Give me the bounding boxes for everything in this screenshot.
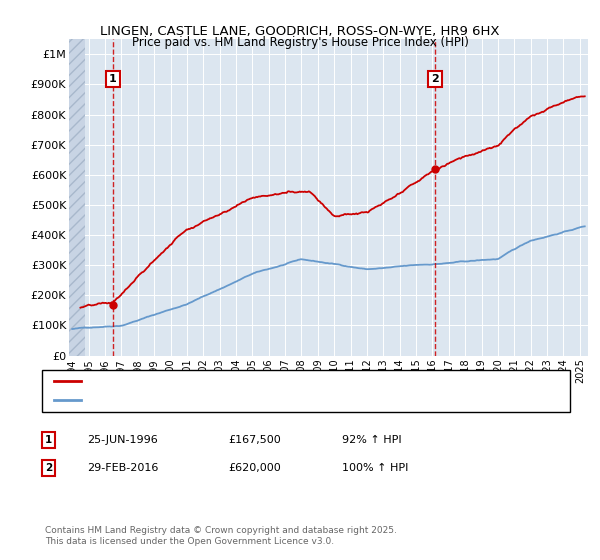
Text: LINGEN, CASTLE LANE, GOODRICH, ROSS-ON-WYE, HR9 6HX (detached house): LINGEN, CASTLE LANE, GOODRICH, ROSS-ON-W… [87, 376, 497, 386]
Text: 1: 1 [45, 435, 52, 445]
Text: £620,000: £620,000 [228, 463, 281, 473]
Text: HPI: Average price, detached house, Herefordshire: HPI: Average price, detached house, Here… [87, 395, 351, 405]
Text: Contains HM Land Registry data © Crown copyright and database right 2025.
This d: Contains HM Land Registry data © Crown c… [45, 526, 397, 546]
Text: LINGEN, CASTLE LANE, GOODRICH, ROSS-ON-WYE, HR9 6HX: LINGEN, CASTLE LANE, GOODRICH, ROSS-ON-W… [100, 25, 500, 38]
Text: 2: 2 [431, 74, 439, 84]
Text: Price paid vs. HM Land Registry's House Price Index (HPI): Price paid vs. HM Land Registry's House … [131, 36, 469, 49]
Text: 25-JUN-1996: 25-JUN-1996 [87, 435, 158, 445]
Bar [69, 39, 85, 356]
Text: 100% ↑ HPI: 100% ↑ HPI [342, 463, 409, 473]
Text: 2: 2 [45, 463, 52, 473]
Text: 92% ↑ HPI: 92% ↑ HPI [342, 435, 401, 445]
Text: 29-FEB-2016: 29-FEB-2016 [87, 463, 158, 473]
Text: £167,500: £167,500 [228, 435, 281, 445]
Text: 1: 1 [109, 74, 117, 84]
